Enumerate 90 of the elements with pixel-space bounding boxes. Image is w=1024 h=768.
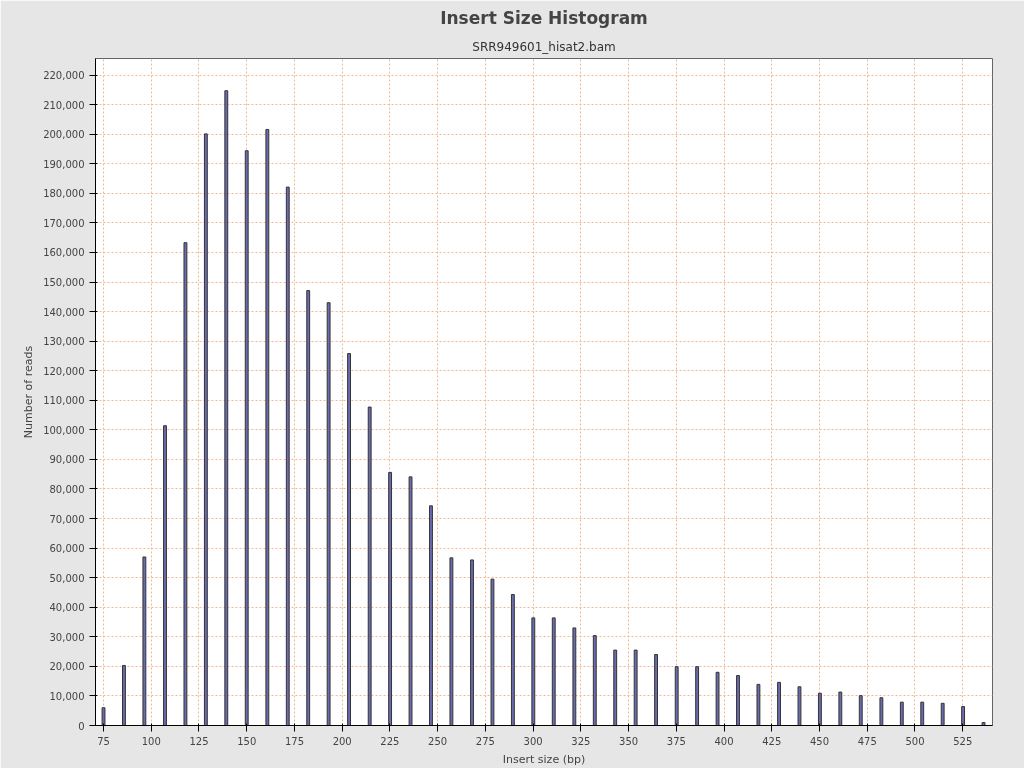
bar	[715, 671, 720, 726]
bar	[736, 675, 740, 726]
y-tick-label: 50,000	[49, 572, 85, 584]
bar	[429, 505, 433, 726]
bar	[592, 635, 597, 726]
x-tick-label: 300	[523, 735, 543, 747]
bar	[777, 681, 781, 726]
bar	[797, 686, 802, 726]
bar	[817, 692, 822, 726]
x-tick-label: 425	[762, 735, 782, 747]
bar	[613, 649, 618, 726]
y-tick-label: 180,000	[43, 188, 85, 200]
y-tick-label: 220,000	[43, 70, 85, 82]
bar	[674, 666, 679, 726]
bar	[122, 664, 126, 726]
x-tick-label: 175	[284, 735, 304, 747]
y-tick-label: 160,000	[43, 247, 85, 259]
x-tick-label: 150	[237, 735, 257, 747]
y-tick-label: 90,000	[49, 454, 85, 466]
bar	[920, 701, 925, 726]
x-tick-label: 450	[809, 735, 830, 747]
x-tick-label: 400	[714, 735, 734, 747]
bar	[326, 302, 331, 726]
x-tick-label: 525	[953, 735, 973, 747]
x-tick-label: 125	[189, 735, 209, 747]
bar	[101, 707, 106, 726]
x-tick-label: 75	[97, 735, 110, 747]
bar	[531, 617, 536, 726]
bar	[244, 150, 249, 726]
bar	[224, 90, 229, 726]
bar	[940, 702, 945, 726]
bar	[654, 654, 659, 726]
bar	[879, 697, 884, 726]
bar	[388, 471, 393, 726]
x-tick-label: 325	[571, 735, 591, 747]
y-tick-label: 0	[78, 720, 85, 732]
x-tick-label: 225	[380, 735, 400, 747]
bar	[183, 242, 188, 726]
x-tick-label: 500	[905, 735, 925, 747]
bar	[367, 406, 372, 726]
bar	[470, 559, 474, 726]
x-tick-label: 375	[666, 735, 686, 747]
bar	[981, 722, 986, 726]
bar	[756, 683, 761, 726]
bar	[695, 666, 700, 726]
bar	[347, 353, 351, 726]
y-tick-label: 150,000	[43, 277, 85, 289]
bar	[265, 128, 270, 726]
y-tick-label: 10,000	[49, 690, 85, 702]
bar	[449, 557, 454, 726]
y-tick-label: 140,000	[43, 306, 85, 318]
bar	[142, 556, 147, 726]
bar	[203, 133, 208, 726]
chart-title: Insert Size Histogram	[440, 7, 648, 28]
y-tick-label: 40,000	[49, 602, 85, 614]
y-tick-label: 170,000	[43, 217, 85, 229]
bar	[899, 701, 904, 726]
x-tick-label: 275	[475, 735, 495, 747]
bar	[572, 627, 577, 726]
y-tick-label: 110,000	[43, 395, 85, 407]
bar	[285, 186, 290, 726]
chart-subtitle: SRR949601_hisat2.bam	[472, 39, 616, 54]
bar	[306, 290, 311, 726]
y-tick-label: 60,000	[49, 543, 85, 555]
bar	[510, 594, 515, 726]
y-tick-label: 20,000	[49, 661, 85, 673]
bar	[490, 578, 495, 726]
y-tick-label: 210,000	[43, 99, 85, 111]
x-tick-label: 350	[619, 735, 639, 747]
y-tick-label: 200,000	[43, 129, 85, 141]
bar	[551, 617, 556, 726]
bar	[858, 695, 863, 726]
y-axis-title: Number of reads	[22, 345, 36, 439]
y-tick-label: 70,000	[49, 513, 85, 525]
bar	[408, 476, 413, 726]
x-tick-label: 250	[428, 735, 448, 747]
x-tick-label: 200	[332, 735, 352, 747]
x-tick-label: 475	[857, 735, 877, 747]
y-tick-label: 30,000	[49, 631, 85, 643]
y-tick-label: 80,000	[49, 483, 85, 495]
y-tick-label: 100,000	[43, 424, 85, 436]
bar	[838, 691, 843, 726]
x-axis-title: Insert size (bp)	[502, 752, 586, 766]
bar	[961, 706, 966, 726]
y-tick-label: 130,000	[43, 336, 85, 348]
y-tick-label: 120,000	[43, 365, 85, 377]
bar	[163, 425, 167, 726]
y-tick-label: 190,000	[43, 158, 85, 170]
bar	[633, 649, 638, 726]
x-tick-label: 100	[141, 735, 161, 747]
